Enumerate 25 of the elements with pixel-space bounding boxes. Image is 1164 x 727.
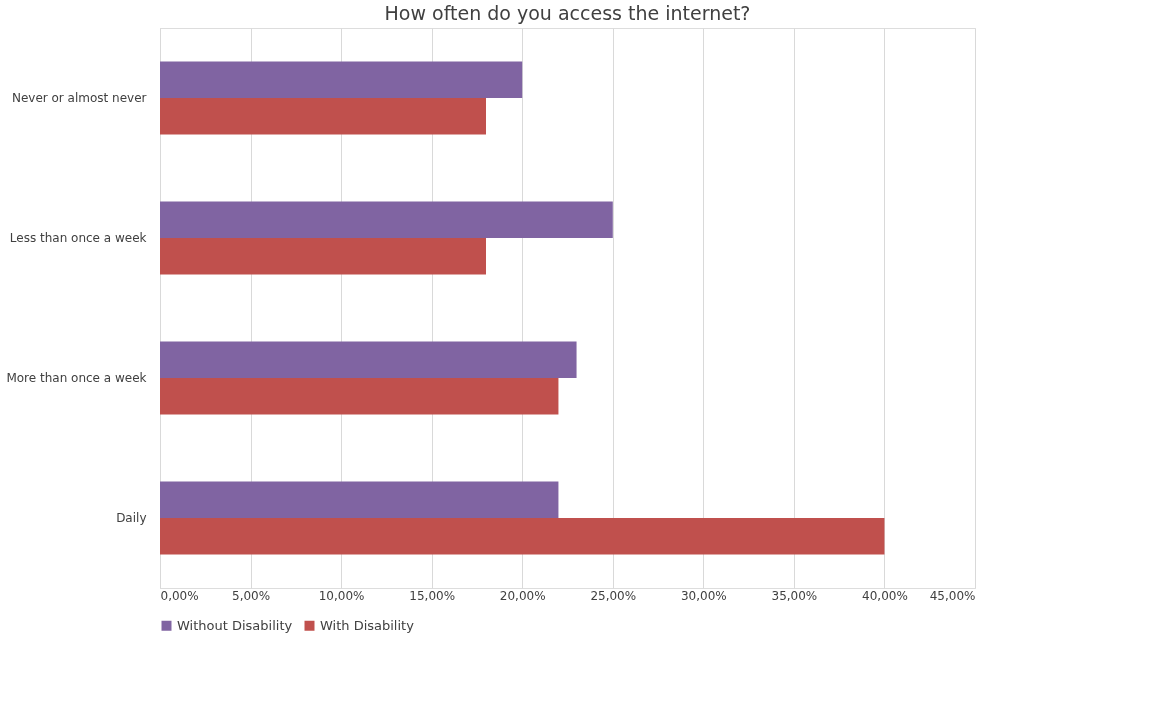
x-tick-label: 0,00% — [160, 588, 199, 603]
x-tick-label: 35,00% — [771, 588, 818, 603]
bar — [160, 201, 613, 238]
legend-label: Without Disability — [177, 617, 293, 633]
x-tick-label: 20,00% — [499, 588, 546, 603]
x-tick-label: 30,00% — [680, 588, 727, 603]
y-tick-label: Less than once a week — [9, 231, 147, 245]
x-tick-label: 15,00% — [409, 588, 456, 603]
y-tick-label: More than once a week — [6, 371, 147, 385]
x-tick-label: 40,00% — [862, 588, 908, 603]
y-tick-label: Never or almost never — [11, 91, 147, 105]
bar — [160, 481, 559, 518]
bar — [160, 61, 523, 98]
x-tick-label: 25,00% — [590, 588, 637, 603]
chart-title: How often do you access the internet? — [384, 2, 751, 24]
x-tick-label: 10,00% — [318, 588, 365, 603]
y-tick-label: Daily — [116, 511, 147, 525]
bar — [160, 341, 577, 378]
x-tick-label: 5,00% — [231, 588, 271, 603]
bar — [160, 378, 559, 415]
bar — [160, 518, 885, 555]
bar — [160, 238, 486, 275]
x-tick-label: 45,00% — [929, 588, 976, 603]
bar — [160, 98, 486, 135]
legend-label: With Disability — [320, 617, 415, 633]
